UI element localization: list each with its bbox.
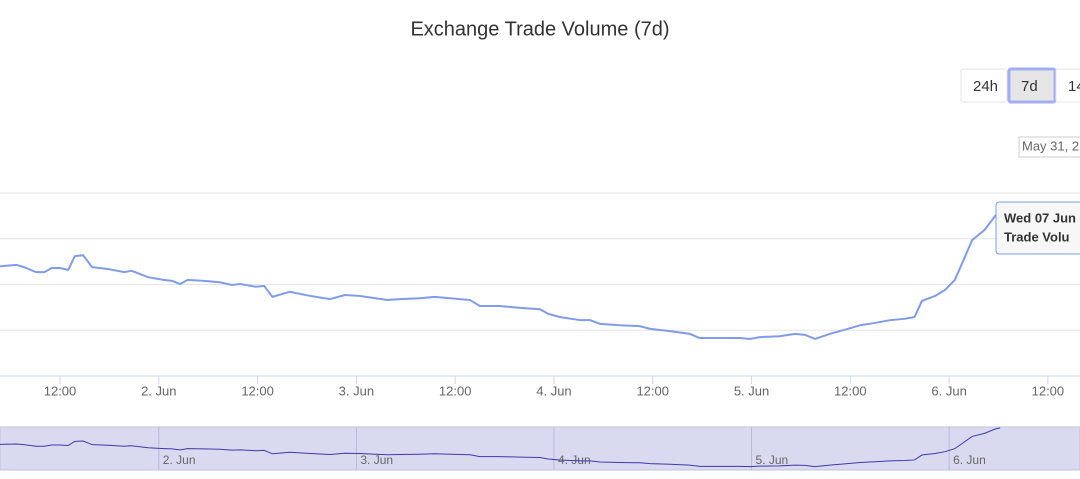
x-tick-label: 2. Jun bbox=[141, 383, 176, 398]
range-button[interactable] bbox=[1055, 68, 1080, 103]
tooltip-date: Wed 07 Jun bbox=[1004, 210, 1076, 225]
date-input[interactable] bbox=[1018, 136, 1080, 158]
range-button-label[interactable]: 7d bbox=[1021, 78, 1038, 95]
navigator-line bbox=[0, 427, 1001, 468]
x-tick-label: 12:00 bbox=[439, 383, 472, 398]
navigator-label: 6. Jun bbox=[953, 453, 986, 467]
x-tick-label: 4. Jun bbox=[536, 383, 571, 398]
date-input-label[interactable]: May 31, 2 bbox=[1022, 138, 1079, 153]
x-tick-label: 12:00 bbox=[1032, 383, 1065, 398]
range-button-label[interactable]: 24h bbox=[973, 78, 998, 95]
x-tick-label: 12:00 bbox=[834, 383, 867, 398]
navigator-label: 2. Jun bbox=[163, 453, 196, 467]
x-tick-label: 6. Jun bbox=[931, 383, 966, 398]
tooltip bbox=[995, 201, 1080, 255]
x-tick-label: 12:00 bbox=[241, 383, 274, 398]
range-button-label[interactable]: 14 bbox=[1068, 78, 1080, 95]
x-tick-label: 12:00 bbox=[44, 383, 77, 398]
tooltip-series: Trade Volu bbox=[1004, 229, 1070, 244]
chart-title: Exchange Trade Volume (7d) bbox=[410, 18, 669, 40]
x-tick-label: 3. Jun bbox=[339, 383, 374, 398]
x-tick-label: 5. Jun bbox=[734, 383, 769, 398]
range-button[interactable] bbox=[960, 68, 1008, 103]
x-tick-label: 12:00 bbox=[636, 383, 669, 398]
range-button[interactable] bbox=[1007, 67, 1057, 104]
navigator-label: 5. Jun bbox=[756, 453, 789, 467]
navigator bbox=[0, 426, 1080, 471]
series-line bbox=[0, 211, 1001, 341]
navigator-label: 3. Jun bbox=[360, 453, 393, 467]
